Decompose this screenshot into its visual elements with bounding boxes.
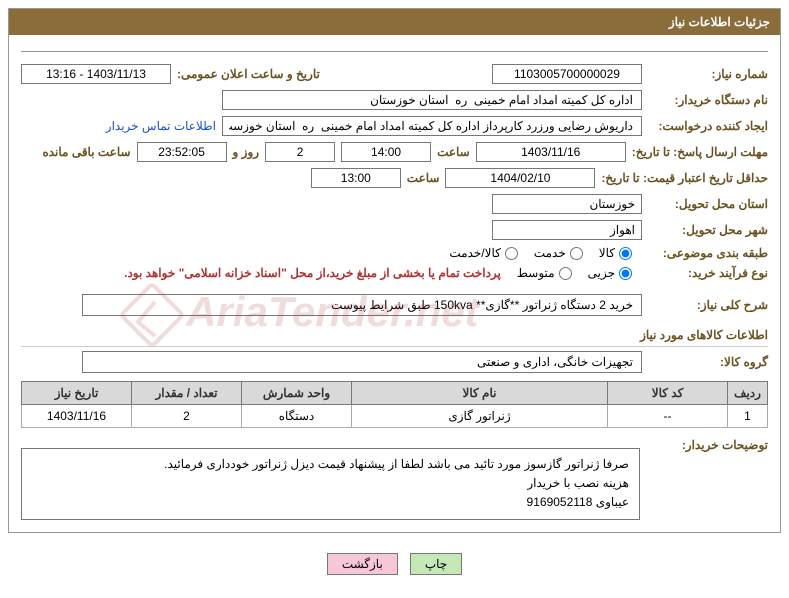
creator-label: ایجاد کننده درخواست: — [648, 119, 768, 133]
radio-goods-input[interactable] — [619, 247, 632, 260]
process-label: نوع فرآیند خرید: — [648, 266, 768, 280]
print-button[interactable]: چاپ — [410, 553, 462, 575]
buyer-notes-line2: هزینه نصب با خریدار — [32, 474, 629, 493]
province-field[interactable] — [492, 194, 642, 214]
th-date: تاریخ نیاز — [22, 382, 132, 405]
time-label-2: ساعت — [407, 171, 440, 185]
buyer-notes-box: صرفا ژنراتور گازسوز مورد تائید می باشد ل… — [21, 448, 640, 520]
cell-row: 1 — [728, 405, 768, 428]
cell-name: ژنراتور گازی — [352, 405, 608, 428]
table-row: 1 -- ژنراتور گازی دستگاه 2 1403/11/16 — [22, 405, 768, 428]
radio-service[interactable]: خدمت — [534, 246, 583, 260]
validity-time-field[interactable] — [311, 168, 401, 188]
items-table: ردیف کد کالا نام کالا واحد شمارش تعداد /… — [21, 381, 768, 428]
remain-suffix-label: ساعت باقی مانده — [42, 145, 130, 159]
group-field[interactable] — [82, 351, 642, 373]
group-label: گروه کالا: — [648, 355, 768, 369]
need-number-field[interactable] — [492, 64, 642, 84]
desc-field[interactable] — [82, 294, 642, 316]
announce-datetime-field[interactable] — [21, 64, 171, 84]
validity-date-field[interactable] — [445, 168, 595, 188]
th-unit: واحد شمارش — [242, 382, 352, 405]
items-section-title: اطلاعات کالاهای مورد نیاز — [21, 328, 768, 347]
deadline-time-field[interactable] — [341, 142, 431, 162]
buyer-notes-line3: عیباوی 9169052118 — [32, 493, 629, 512]
radio-partial[interactable]: جزیی — [588, 266, 632, 280]
radio-service-input[interactable] — [570, 247, 583, 260]
details-panel: جزئیات اطلاعات نیاز شماره نیاز: تاریخ و … — [8, 8, 781, 533]
radio-medium-input[interactable] — [559, 267, 572, 280]
deadline-label: مهلت ارسال پاسخ: تا تاریخ: — [632, 145, 768, 159]
cell-code: -- — [608, 405, 728, 428]
deadline-date-field[interactable] — [476, 142, 626, 162]
desc-label: شرح کلی نیاز: — [648, 298, 768, 312]
city-label: شهر محل تحویل: — [648, 223, 768, 237]
panel-body: شماره نیاز: تاریخ و ساعت اعلان عمومی: نا… — [9, 35, 780, 532]
announce-label: تاریخ و ساعت اعلان عمومی: — [177, 67, 320, 81]
time-label-1: ساعت — [437, 145, 470, 159]
city-field[interactable] — [492, 220, 642, 240]
button-row: چاپ بازگشت — [0, 541, 789, 587]
validity-label: حداقل تاریخ اعتبار قیمت: تا تاریخ: — [601, 171, 768, 185]
radio-partial-input[interactable] — [619, 267, 632, 280]
back-button[interactable]: بازگشت — [327, 553, 398, 575]
radio-medium[interactable]: متوسط — [517, 266, 572, 280]
buyer-notes-label: توضیحات خریدار: — [648, 438, 768, 452]
creator-field[interactable] — [222, 116, 642, 136]
th-name: نام کالا — [352, 382, 608, 405]
buyer-org-field[interactable] — [222, 90, 642, 110]
province-label: استان محل تحویل: — [648, 197, 768, 211]
days-remaining-field — [265, 142, 335, 162]
buyer-org-label: نام دستگاه خریدار: — [648, 93, 768, 107]
need-number-label: شماره نیاز: — [648, 67, 768, 81]
th-row: ردیف — [728, 382, 768, 405]
days-and-label: روز و — [233, 145, 260, 159]
th-code: کد کالا — [608, 382, 728, 405]
radio-both-input[interactable] — [505, 247, 518, 260]
radio-goods[interactable]: کالا — [599, 246, 632, 260]
payment-note: پرداخت تمام یا بخشی از مبلغ خرید،از محل … — [124, 266, 501, 280]
th-qty: تعداد / مقدار — [132, 382, 242, 405]
panel-title: جزئیات اطلاعات نیاز — [9, 9, 780, 35]
cell-unit: دستگاه — [242, 405, 352, 428]
subject-class-label: طبقه بندی موضوعی: — [648, 246, 768, 260]
radio-both[interactable]: کالا/خدمت — [449, 246, 517, 260]
divider — [21, 51, 768, 52]
time-remaining-field — [137, 142, 227, 162]
cell-qty: 2 — [132, 405, 242, 428]
cell-date: 1403/11/16 — [22, 405, 132, 428]
buyer-notes-line1: صرفا ژنراتور گازسوز مورد تائید می باشد ل… — [32, 455, 629, 474]
buyer-contact-link[interactable]: اطلاعات تماس خریدار — [106, 119, 216, 133]
table-header-row: ردیف کد کالا نام کالا واحد شمارش تعداد /… — [22, 382, 768, 405]
